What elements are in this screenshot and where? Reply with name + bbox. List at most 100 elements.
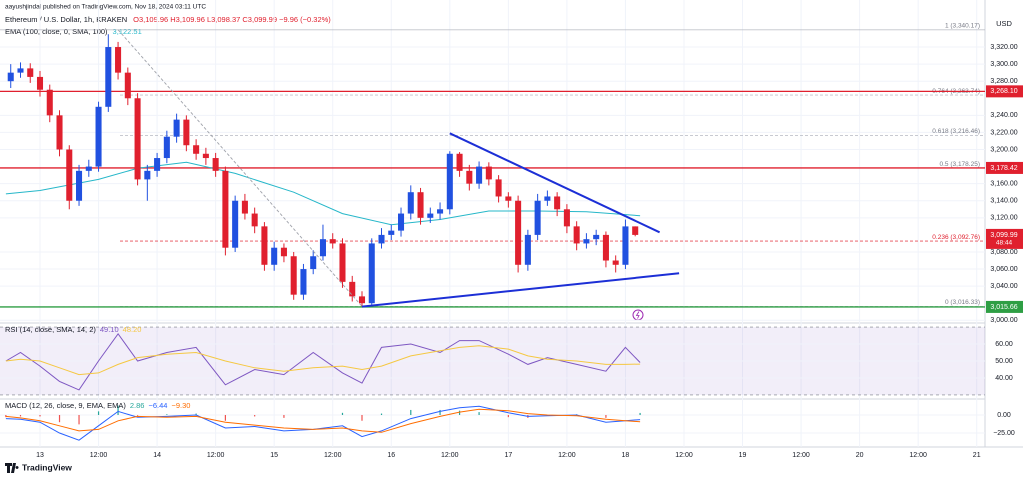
histogram-bar [283, 414, 285, 418]
candle-body [398, 213, 405, 231]
candle-body [632, 226, 639, 235]
x-tick-label: 12:00 [324, 452, 342, 459]
y-tick-label: 0.00 [997, 412, 1011, 419]
candle-body [85, 166, 92, 171]
candle-body [76, 170, 83, 201]
indicator-line [5, 405, 641, 441]
indicator-line [5, 345, 641, 376]
price-tag [986, 85, 1023, 98]
y-tick-label: 3,160.00 [990, 181, 1017, 188]
candle-body [554, 196, 561, 210]
candle-body [476, 166, 483, 184]
candle-body [163, 136, 170, 159]
x-tick-label: 16 [387, 452, 395, 459]
y-tick-label: −25.00 [993, 430, 1015, 437]
y-tick-label: 3,320.00 [990, 44, 1017, 51]
y-tick-label: 3,080.00 [990, 249, 1017, 256]
indicator-value: −6.44 [148, 401, 167, 410]
candle-body [115, 47, 122, 73]
candle-body [290, 256, 297, 295]
candle-body [583, 239, 590, 244]
candle-body [280, 247, 287, 257]
candle-body [407, 192, 414, 214]
candle-body [622, 226, 629, 265]
candle-body [602, 234, 609, 261]
candle-body [251, 213, 258, 227]
price-tag-countdown: 48:44 [996, 240, 1013, 247]
fib-label: 0.5 (3,178.25) [940, 161, 980, 168]
candle-body [495, 179, 502, 197]
indicator-line [5, 332, 641, 391]
indicator-value: −9.30 [171, 401, 190, 410]
x-tick-label: 12:00 [909, 452, 927, 459]
candle-body [417, 192, 424, 218]
candle-body [134, 98, 141, 180]
candle-body [456, 153, 463, 171]
candle-body [515, 200, 522, 265]
price-tag [986, 300, 1023, 313]
y-tick-label: 40.00 [995, 375, 1013, 382]
price-tag-label: 3,178.42 [990, 165, 1017, 172]
currency: USD [996, 19, 1012, 28]
candle-body [27, 68, 34, 77]
candle-body [66, 149, 73, 201]
symbol: Ethereum / U.S. Dollar, 1h, KRAKEN [5, 15, 127, 24]
y-tick-label: 3,040.00 [990, 283, 1017, 290]
x-tick-label: 15 [270, 452, 278, 459]
indicator-value: 49.10 [100, 325, 119, 334]
fib-label: 0 (3,016.33) [945, 299, 980, 306]
fib-label: 1 (3,340.17) [945, 23, 980, 30]
y-tick-label: 3,140.00 [990, 198, 1017, 205]
histogram-bar [410, 409, 412, 415]
x-tick-label: 13 [36, 452, 44, 459]
candle-body [524, 234, 531, 265]
brand-name: TradingView [22, 462, 72, 472]
histogram-bar [117, 405, 119, 415]
candle-body [437, 209, 444, 214]
publisher: aayushjindal published on TradingView.co… [5, 4, 206, 11]
indicator-title: MACD (12, 26, close, 9, EMA, EMA) [5, 401, 126, 410]
candle-body [466, 170, 473, 184]
histogram-bar [39, 414, 41, 417]
candle-body [241, 200, 248, 214]
x-tick-label: 18 [622, 452, 630, 459]
candle-body [173, 119, 180, 137]
histogram-bar [195, 413, 197, 415]
trendline [361, 272, 680, 308]
ema-value: 3,122.51 [113, 27, 142, 36]
x-tick-label: 14 [153, 452, 161, 459]
candle-body [485, 166, 492, 180]
candle-body [427, 213, 434, 218]
y-tick-label: 3,300.00 [990, 61, 1017, 68]
candle-body [271, 247, 278, 265]
candle-body [544, 196, 551, 201]
y-tick-label: 3,280.00 [990, 78, 1017, 85]
histogram-bar [136, 414, 139, 416]
candle-body [339, 243, 346, 282]
price-tag-label: 3,099.99 [990, 232, 1017, 239]
x-tick-label: 19 [739, 452, 747, 459]
histogram-bar [639, 412, 641, 415]
y-tick-label: 3,060.00 [990, 266, 1017, 273]
y-tick-label: 50.00 [995, 358, 1013, 365]
candle-body [202, 153, 209, 159]
candle-body [310, 256, 317, 270]
candle-body [105, 47, 112, 107]
y-tick-label: 3,000.00 [990, 317, 1017, 324]
histogram-bar [19, 414, 22, 417]
candle-body [349, 281, 356, 297]
candle-body [534, 200, 541, 235]
histogram-bar [254, 414, 256, 417]
histogram-bar [97, 411, 100, 415]
histogram-bar [380, 413, 383, 415]
x-tick-label: 12:00 [792, 452, 810, 459]
price-tag [986, 161, 1023, 174]
price-tag-label: 3,015.66 [990, 304, 1017, 311]
candle-body [388, 230, 395, 235]
brand-logo [5, 463, 19, 473]
histogram-bar [507, 414, 509, 418]
ohlc: O3,109.96 H3,109.96 L3,098.37 C3,099.99 … [133, 15, 331, 24]
candle-body [563, 209, 570, 227]
histogram-bar [78, 414, 80, 425]
event-icon-bolt [635, 311, 640, 319]
